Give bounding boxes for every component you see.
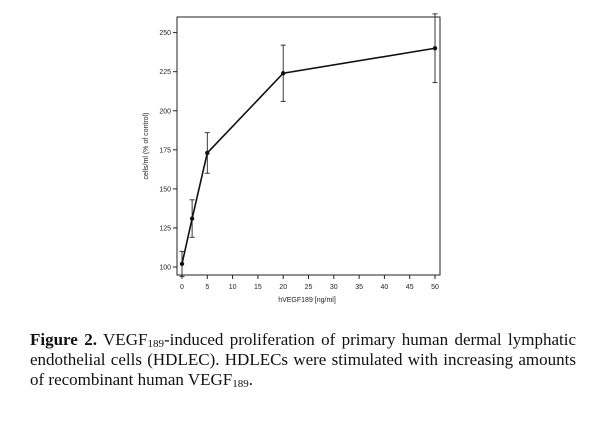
error-bars <box>179 13 438 277</box>
plot-frame <box>176 16 441 276</box>
caption-subscript-1: 189 <box>147 338 164 350</box>
x-tick-label: 40 <box>381 284 389 291</box>
x-tick-label: 0 <box>180 284 184 291</box>
data-point <box>179 261 185 267</box>
x-ticks: 0 5 10 15 20 25 30 35 40 45 50 <box>180 275 439 291</box>
data-point <box>281 71 286 76</box>
chart: 100 125 150 175 200 225 250 0 5 10 15 20 25 30 35 40 45… <box>143 13 441 304</box>
data-point <box>205 150 210 156</box>
data-points <box>179 46 438 267</box>
x-tick-label: 45 <box>406 284 414 291</box>
caption-text-3: . <box>248 370 253 389</box>
x-tick-label: 10 <box>229 284 237 291</box>
y-tick-label: 225 <box>159 69 171 76</box>
caption-label: Figure 2. <box>30 330 97 349</box>
y-tick-label: 125 <box>159 225 171 232</box>
data-point <box>189 216 195 221</box>
x-axis-title: hVEGF189 [ng/ml] <box>278 297 336 304</box>
y-axis-title: cells/ml (% of control) <box>143 113 150 180</box>
caption-text-1: VEGF <box>103 330 148 349</box>
x-tick-label: 15 <box>254 284 262 291</box>
x-tick-label: 35 <box>355 284 363 291</box>
caption-subscript-2: 189 <box>232 378 249 390</box>
figure-caption: Figure 2. VEGF189-induced proliferation … <box>30 330 576 390</box>
x-tick-label: 25 <box>305 284 313 291</box>
series-line <box>181 47 436 265</box>
y-tick-label: 100 <box>159 265 171 272</box>
x-tick-label: 5 <box>205 284 209 291</box>
x-tick-label: 30 <box>330 284 338 291</box>
y-tick-label: 200 <box>159 108 171 115</box>
x-tick-label: 20 <box>279 284 287 291</box>
data-point <box>432 46 438 51</box>
y-tick-label: 150 <box>159 186 171 193</box>
x-tick-label: 50 <box>431 284 439 291</box>
caption-text-2: -induced proliferation of primary human … <box>30 330 576 389</box>
y-tick-label: 175 <box>159 147 171 154</box>
y-tick-label: 250 <box>159 30 171 37</box>
y-ticks: 100 125 150 175 200 225 250 <box>159 30 177 272</box>
